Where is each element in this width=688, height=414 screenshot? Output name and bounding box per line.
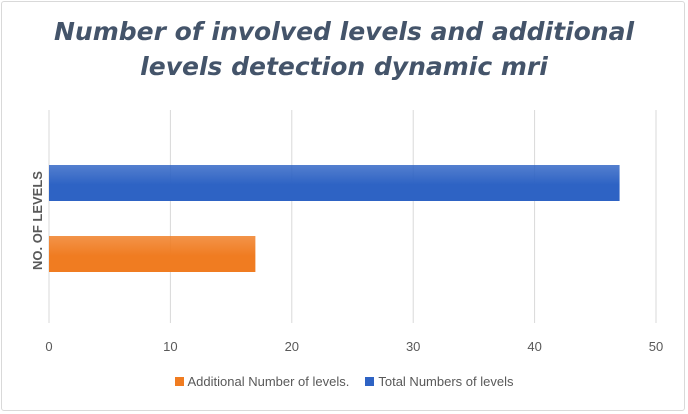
legend-label-additional: Additional Number of levels. <box>187 374 350 389</box>
legend-item-total: Total Numbers of levels <box>365 374 513 389</box>
category-axis-label: NO. OF LEVELS <box>30 171 45 270</box>
x-tick-label-40: 40 <box>527 339 541 354</box>
x-tick-label-50: 50 <box>649 339 663 354</box>
legend-swatch-additional <box>174 377 184 386</box>
legend: Additional Number of levels. Total Numbe… <box>0 374 688 389</box>
x-tick-label-10: 10 <box>163 339 177 354</box>
chart-title-line-2: levels detection dynamic mri <box>140 52 548 81</box>
legend-label-total: Total Numbers of levels <box>378 374 514 389</box>
chart-title-line-1: Number of involved levels and additional <box>53 17 635 46</box>
x-tick-label-0: 0 <box>45 339 52 354</box>
bar-additional-levels <box>49 236 256 272</box>
legend-swatch-total <box>365 377 375 386</box>
bar-total-levels <box>49 165 620 201</box>
x-tick-label-20: 20 <box>285 339 299 354</box>
x-tick-label-30: 30 <box>406 339 420 354</box>
chart-title: Number of involved levels and additional… <box>0 14 688 84</box>
legend-item-additional: Additional Number of levels. <box>174 374 350 389</box>
